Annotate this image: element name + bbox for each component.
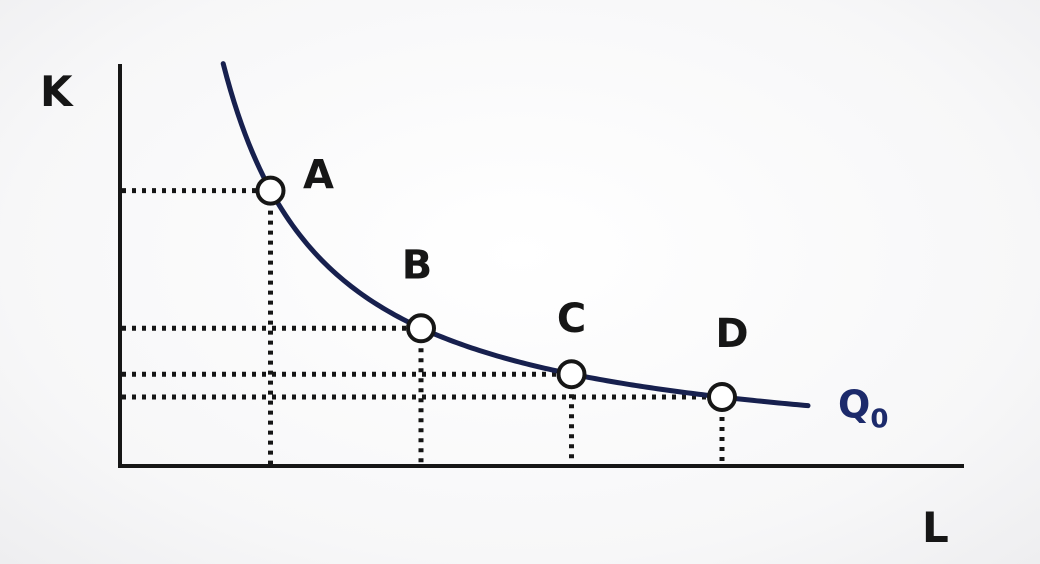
curve-label-subscript: 0 [870,405,888,435]
y-axis-label: K [40,67,74,116]
point-label-b: B [402,242,433,288]
point-d [707,381,737,412]
point-b [406,313,436,344]
point-markers [255,175,737,412]
point-label-a: A [303,153,334,199]
point-label-c: C [557,296,586,342]
point-label-d: D [715,311,748,357]
curve-label: Q0 [838,383,888,435]
point-c [556,359,587,390]
x-axis-label: L [922,503,949,552]
point-labels: A B C D [303,153,749,357]
point-a [255,175,286,206]
curve-label-main: Q [838,383,870,427]
